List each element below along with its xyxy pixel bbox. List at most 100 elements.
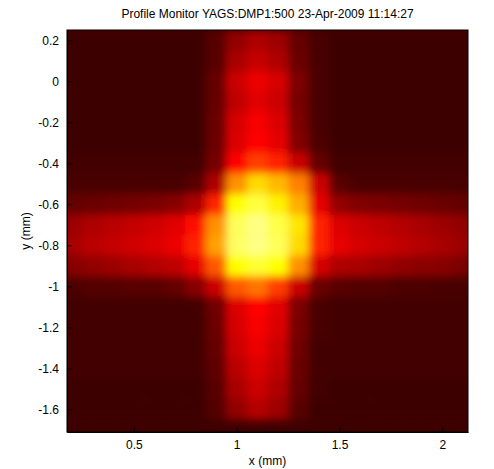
heat-cell bbox=[144, 153, 165, 174]
heat-cell bbox=[411, 30, 432, 51]
heat-cell bbox=[226, 338, 247, 359]
heat-cell bbox=[124, 30, 145, 51]
heat-cell bbox=[247, 92, 268, 113]
heat-cell bbox=[67, 51, 83, 72]
heat-cell bbox=[67, 297, 83, 318]
heat-cell bbox=[453, 215, 468, 236]
tick-label: 0.5 bbox=[126, 438, 143, 452]
heat-cell bbox=[329, 133, 350, 154]
heat-cell bbox=[144, 338, 165, 359]
heat-cell bbox=[268, 51, 289, 72]
heat-cell bbox=[206, 92, 227, 113]
heat-cell bbox=[309, 358, 330, 379]
tick-label: -1.4 bbox=[38, 362, 59, 376]
tick: 0.2 bbox=[42, 34, 72, 48]
heat-cell bbox=[165, 358, 186, 379]
heat-cell bbox=[288, 256, 309, 277]
heat-cell bbox=[103, 256, 124, 277]
heat-cell bbox=[411, 235, 432, 256]
x-axis-title: x (mm) bbox=[249, 454, 286, 468]
heat-cell bbox=[67, 338, 83, 359]
heat-cell bbox=[391, 153, 412, 174]
heat-cell bbox=[370, 71, 391, 92]
heat-cell bbox=[370, 215, 391, 236]
heat-cell bbox=[391, 71, 412, 92]
heat-cell bbox=[411, 92, 432, 113]
heat-cell bbox=[247, 133, 268, 154]
heat-cell bbox=[432, 379, 453, 400]
heat-cell bbox=[103, 133, 124, 154]
heat-cell bbox=[144, 379, 165, 400]
heat-cell bbox=[206, 112, 227, 133]
heat-cell bbox=[103, 358, 124, 379]
heat-cell bbox=[453, 174, 468, 195]
heat-cell bbox=[144, 174, 165, 195]
x-axis: 0.511.52 bbox=[68, 427, 469, 452]
heat-cell bbox=[82, 256, 103, 277]
heat-cell bbox=[391, 276, 412, 297]
heat-cell bbox=[124, 235, 145, 256]
heat-cell bbox=[350, 194, 371, 215]
tick-mark bbox=[67, 286, 72, 287]
heat-cell bbox=[124, 276, 145, 297]
heat-cell bbox=[432, 256, 453, 277]
heat-cell bbox=[206, 174, 227, 195]
heat-cell bbox=[247, 399, 268, 420]
heat-cell bbox=[226, 51, 247, 72]
heat-cell bbox=[309, 112, 330, 133]
heat-cell bbox=[124, 71, 145, 92]
heat-cell bbox=[165, 174, 186, 195]
heat-cell bbox=[309, 317, 330, 338]
heat-cell bbox=[82, 297, 103, 318]
heat-cell bbox=[350, 399, 371, 420]
heat-cell bbox=[206, 215, 227, 236]
heat-cell bbox=[67, 256, 83, 277]
heat-cell bbox=[329, 276, 350, 297]
heat-cell bbox=[226, 92, 247, 113]
heat-cell bbox=[165, 317, 186, 338]
tick-mark bbox=[67, 122, 72, 123]
heat-cell bbox=[165, 379, 186, 400]
heat-cell bbox=[432, 317, 453, 338]
heat-cell bbox=[206, 276, 227, 297]
heat-cell bbox=[350, 338, 371, 359]
heat-cell bbox=[391, 235, 412, 256]
heat-cell bbox=[82, 235, 103, 256]
heat-cell bbox=[226, 133, 247, 154]
heat-cell bbox=[226, 71, 247, 92]
heat-cell bbox=[185, 174, 206, 195]
heat-cell bbox=[432, 133, 453, 154]
heat-cell bbox=[268, 153, 289, 174]
tick-mark bbox=[67, 409, 72, 410]
heat-cell bbox=[67, 133, 83, 154]
tick-mark bbox=[67, 368, 72, 369]
heat-cell bbox=[67, 194, 83, 215]
heat-cell bbox=[206, 379, 227, 400]
heat-cell bbox=[165, 276, 186, 297]
heat-cell bbox=[185, 358, 206, 379]
heat-cell bbox=[206, 51, 227, 72]
heat-cell bbox=[432, 92, 453, 113]
heat-cell bbox=[432, 71, 453, 92]
tick: -0.6 bbox=[38, 198, 72, 212]
heat-cell bbox=[309, 174, 330, 195]
heat-cell bbox=[82, 30, 103, 51]
heat-cell bbox=[370, 297, 391, 318]
heat-cell bbox=[226, 112, 247, 133]
heat-cell bbox=[165, 399, 186, 420]
heat-cell bbox=[144, 358, 165, 379]
heat-cell bbox=[432, 399, 453, 420]
heat-cell bbox=[124, 153, 145, 174]
heat-cell bbox=[432, 235, 453, 256]
heat-cell bbox=[185, 112, 206, 133]
heat-cell bbox=[391, 358, 412, 379]
heat-cell bbox=[124, 399, 145, 420]
heat-cell bbox=[247, 297, 268, 318]
heat-cell bbox=[391, 256, 412, 277]
heat-cell bbox=[370, 30, 391, 51]
heat-cell bbox=[350, 153, 371, 174]
heat-cell bbox=[309, 153, 330, 174]
heat-cell bbox=[350, 30, 371, 51]
tick-mark bbox=[134, 427, 135, 432]
heat-cell bbox=[391, 51, 412, 72]
